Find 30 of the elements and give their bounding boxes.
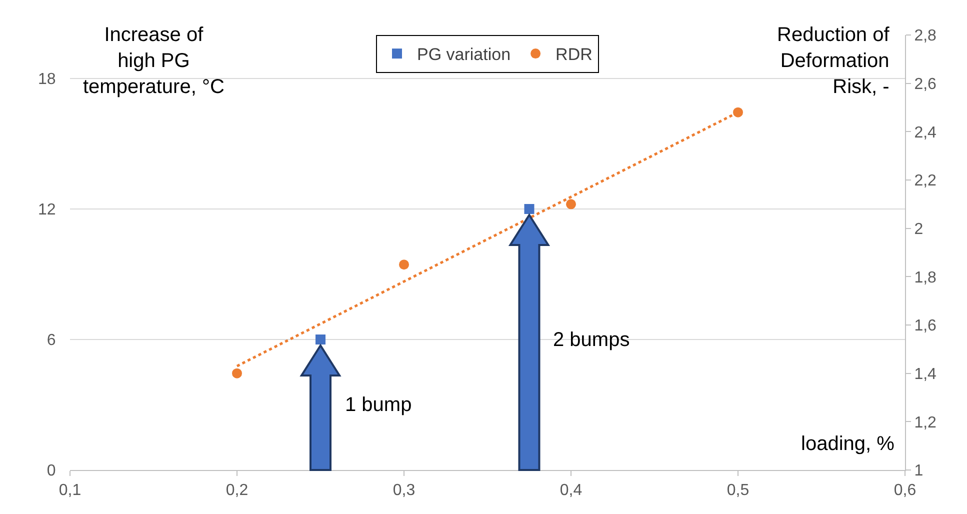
y2-tick-label: 1,8 (914, 269, 937, 286)
y2-tick-label: 2,6 (914, 76, 937, 93)
x-tick-label: 0,2 (226, 482, 248, 500)
y2-tick-label: 1 (914, 462, 924, 480)
point (232, 368, 242, 378)
y2-tick-label: 2,2 (914, 172, 937, 190)
x-tick-label: 0,6 (894, 482, 916, 500)
y2-tick-label: 1,2 (914, 414, 937, 432)
y-tick-label: 0 (46, 462, 56, 480)
x-tick-label: 0,1 (58, 482, 82, 500)
legend-label: PG variation (417, 45, 511, 64)
point (566, 199, 576, 210)
legend-label: RDR (556, 45, 592, 64)
y2-tick-label: 2,4 (914, 124, 937, 142)
annotation: 2 bumps (553, 329, 630, 351)
x-tick-label: 0,5 (726, 482, 750, 500)
x-tick-label: 0,4 (560, 482, 582, 500)
point (399, 260, 409, 270)
y2-axis-title: Reduction of Deformation Risk, - (777, 24, 890, 98)
y2-tick-label: 1,4 (914, 366, 937, 383)
annotation: 1 bump (345, 394, 412, 416)
y2-tick-label: 2,8 (914, 28, 937, 45)
y2-tick-label: 2 (914, 220, 924, 238)
y-axis-title: Increase of high PG temperature, °C (83, 24, 224, 98)
y-tick-label: 18 (38, 71, 56, 88)
y2-tick-label: 1,6 (914, 318, 937, 335)
x-tick-label: 0,3 (392, 482, 416, 500)
x-axis-title: loading, % (801, 433, 895, 455)
y-tick-label: 6 (46, 332, 56, 350)
y-tick-label: 12 (38, 202, 56, 219)
